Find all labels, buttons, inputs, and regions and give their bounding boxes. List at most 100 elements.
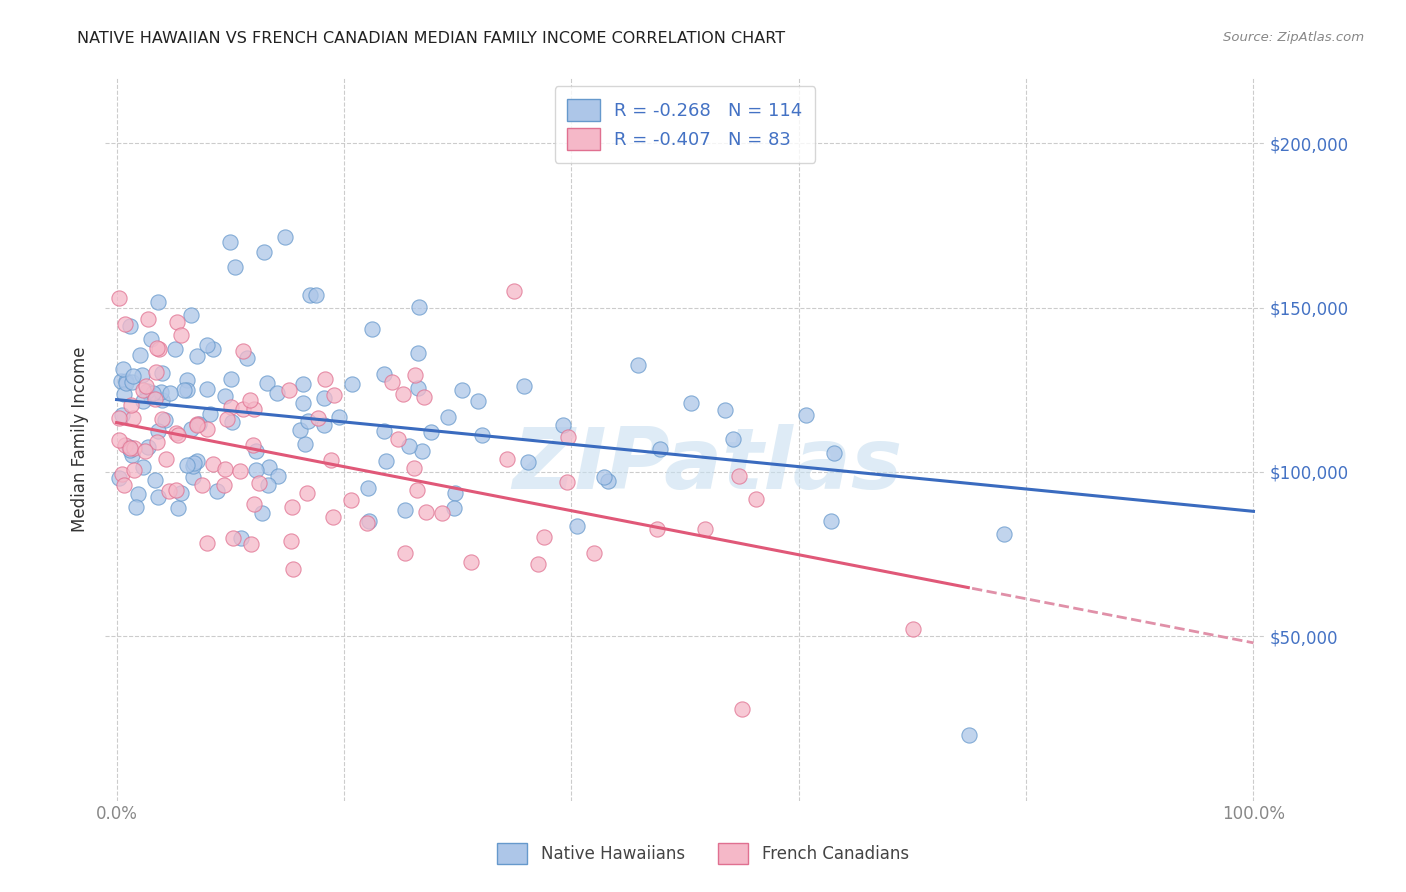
Point (108, 433, 131, 447)
Point (567, 518, 589, 533)
Point (648, 442, 671, 457)
Point (242, 438, 264, 452)
Point (280, 500, 302, 514)
Point (120, 441, 142, 455)
Point (322, 509, 344, 524)
Point (305, 287, 328, 301)
Point (198, 407, 221, 421)
Point (408, 346, 430, 360)
Point (219, 400, 242, 414)
Point (398, 439, 420, 453)
Point (430, 507, 453, 521)
Point (467, 393, 489, 408)
Point (342, 377, 364, 392)
Point (142, 386, 165, 401)
Point (243, 497, 266, 511)
Point (167, 428, 190, 442)
Point (266, 385, 288, 400)
Point (415, 505, 437, 519)
Point (596, 474, 619, 488)
Point (127, 487, 149, 501)
Point (257, 478, 280, 492)
Point (299, 287, 322, 301)
Point (357, 514, 380, 528)
Point (247, 475, 270, 490)
Point (214, 461, 236, 475)
Point (201, 342, 224, 356)
Point (727, 469, 749, 483)
Point (120, 398, 142, 412)
Point (197, 338, 219, 352)
Point (292, 377, 315, 392)
Point (169, 327, 191, 342)
Point (202, 457, 225, 471)
Point (232, 343, 254, 358)
Point (443, 485, 465, 500)
Point (176, 458, 198, 472)
Text: NATIVE HAWAIIAN VS FRENCH CANADIAN MEDIAN FAMILY INCOME CORRELATION CHART: NATIVE HAWAIIAN VS FRENCH CANADIAN MEDIA… (77, 31, 786, 46)
Point (901, 623, 924, 637)
Point (679, 395, 702, 409)
Point (373, 424, 395, 438)
Point (503, 284, 526, 298)
Point (146, 425, 169, 439)
Point (693, 522, 716, 536)
Point (148, 342, 170, 356)
Point (274, 230, 297, 244)
Point (155, 413, 177, 427)
Point (150, 412, 173, 426)
Point (267, 469, 290, 483)
Point (229, 464, 252, 478)
Point (232, 401, 254, 416)
Point (207, 483, 229, 498)
Text: ZIPatlas: ZIPatlas (513, 424, 903, 507)
Point (214, 389, 236, 403)
Point (257, 460, 280, 475)
Point (122, 368, 145, 383)
Point (356, 516, 378, 531)
Point (557, 430, 579, 444)
Point (165, 342, 187, 356)
Point (181, 458, 204, 473)
Point (394, 503, 416, 517)
Point (166, 314, 188, 328)
Point (136, 312, 159, 326)
Point (222, 531, 245, 545)
Point (146, 490, 169, 504)
Point (239, 393, 262, 408)
Legend: R = -0.268   N = 114, R = -0.407   N = 83: R = -0.268 N = 114, R = -0.407 N = 83 (555, 87, 815, 163)
Point (375, 454, 398, 468)
Point (150, 384, 173, 399)
Point (404, 368, 426, 382)
Point (583, 546, 606, 560)
Point (328, 409, 350, 424)
Point (108, 291, 131, 305)
Point (212, 477, 235, 491)
Point (186, 417, 208, 431)
Point (134, 443, 156, 458)
Point (373, 367, 395, 381)
Point (122, 441, 145, 455)
Point (121, 448, 143, 462)
Point (245, 443, 267, 458)
Point (114, 438, 136, 452)
Point (312, 417, 335, 432)
Point (295, 486, 318, 500)
Point (307, 410, 329, 425)
Point (157, 483, 180, 498)
Point (118, 440, 141, 454)
Point (533, 530, 555, 544)
Point (165, 483, 187, 497)
Point (145, 365, 167, 379)
Point (114, 317, 136, 331)
Point (451, 384, 474, 398)
Point (250, 507, 273, 521)
Point (231, 531, 253, 545)
Point (437, 409, 460, 424)
Point (420, 425, 443, 440)
Point (122, 411, 145, 425)
Point (394, 546, 416, 560)
Point (224, 260, 246, 275)
Point (150, 366, 173, 380)
Point (731, 701, 754, 715)
